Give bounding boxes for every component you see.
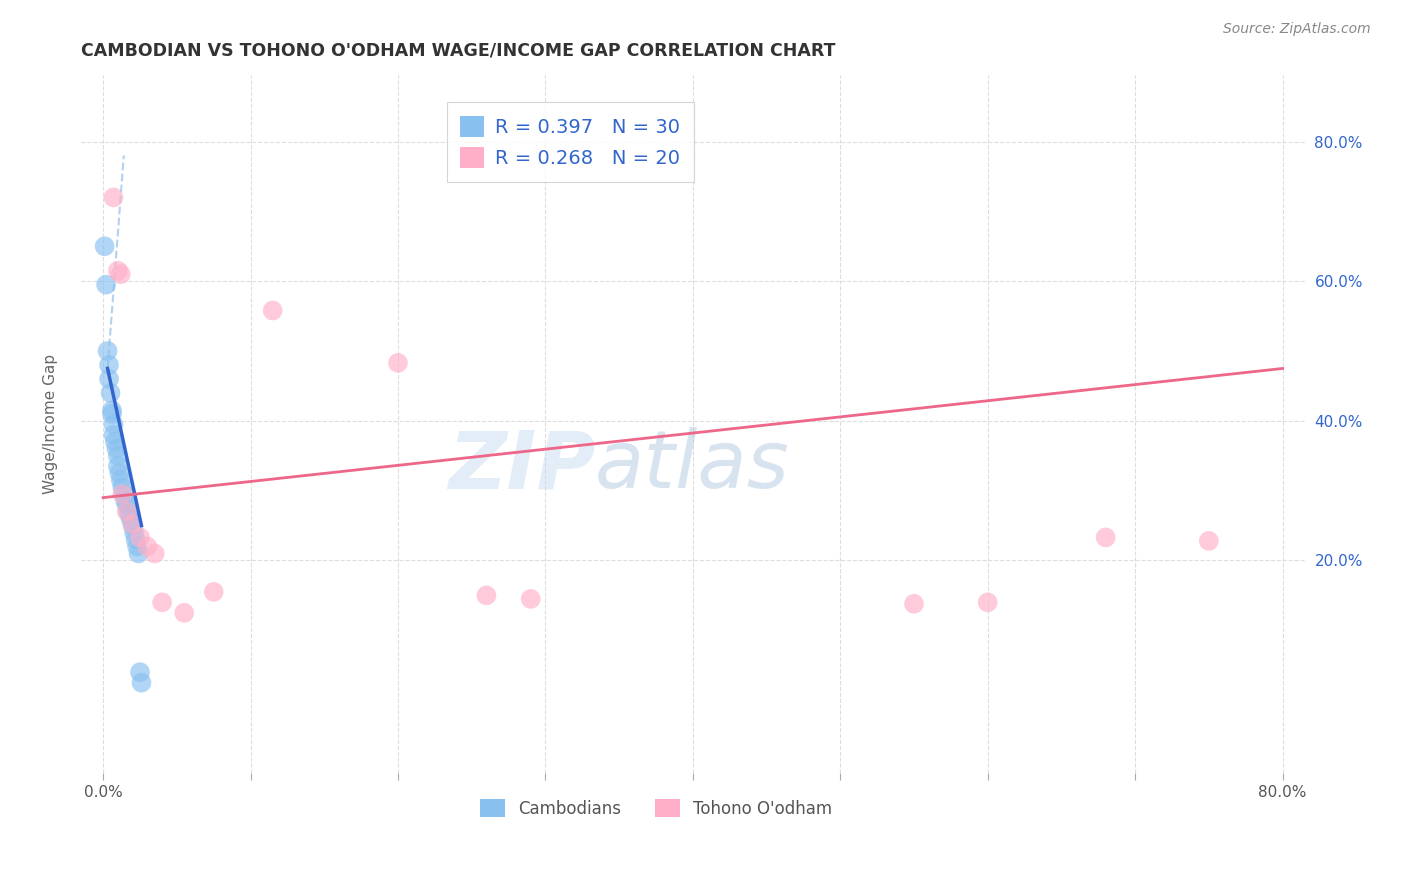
Point [976,595,998,609]
Point [111,480,134,494]
Point [111,487,134,501]
Point [124,533,146,547]
Point [129,665,152,680]
Point [93,239,115,253]
Point [108,466,131,480]
Point [104,434,127,449]
Point [118,508,141,522]
Legend: Cambodians, Tohono O'odham: Cambodians, Tohono O'odham [474,792,839,824]
Point [121,518,143,533]
Point [120,513,142,527]
Point [173,606,195,620]
Point [101,407,124,421]
Point [115,498,138,512]
Point [98,358,121,372]
Point [136,540,159,554]
Point [128,547,150,561]
Point [202,585,225,599]
Point [143,547,166,561]
Point [1094,531,1116,545]
Point [122,525,145,540]
Point [94,277,117,292]
Point [117,505,139,519]
Point [262,303,284,318]
Text: atlas: atlas [595,427,790,505]
Point [1198,533,1220,548]
Text: Source: ZipAtlas.com: Source: ZipAtlas.com [1223,22,1371,37]
Point [103,427,125,442]
Point [475,588,498,602]
Point [387,356,409,370]
Point [115,505,138,519]
Point [101,403,124,417]
Point [121,517,143,532]
Point [114,494,136,508]
Point [107,449,129,463]
Text: CAMBODIAN VS TOHONO O'ODHAM WAGE/INCOME GAP CORRELATION CHART: CAMBODIAN VS TOHONO O'ODHAM WAGE/INCOME … [82,42,835,60]
Point [98,372,121,386]
Text: ZIP: ZIP [447,427,595,505]
Point [129,531,152,545]
Point [112,487,135,501]
Point [100,385,122,400]
Point [103,417,125,432]
Point [103,190,125,204]
Point [107,263,129,277]
Point [519,591,541,606]
Point [107,459,129,474]
Point [97,344,120,359]
Point [125,540,148,554]
Point [110,473,132,487]
Point [903,597,925,611]
Point [110,267,132,281]
Point [105,442,128,456]
Point [150,595,173,609]
Y-axis label: Wage/Income Gap: Wage/Income Gap [44,354,58,494]
Point [131,675,153,690]
